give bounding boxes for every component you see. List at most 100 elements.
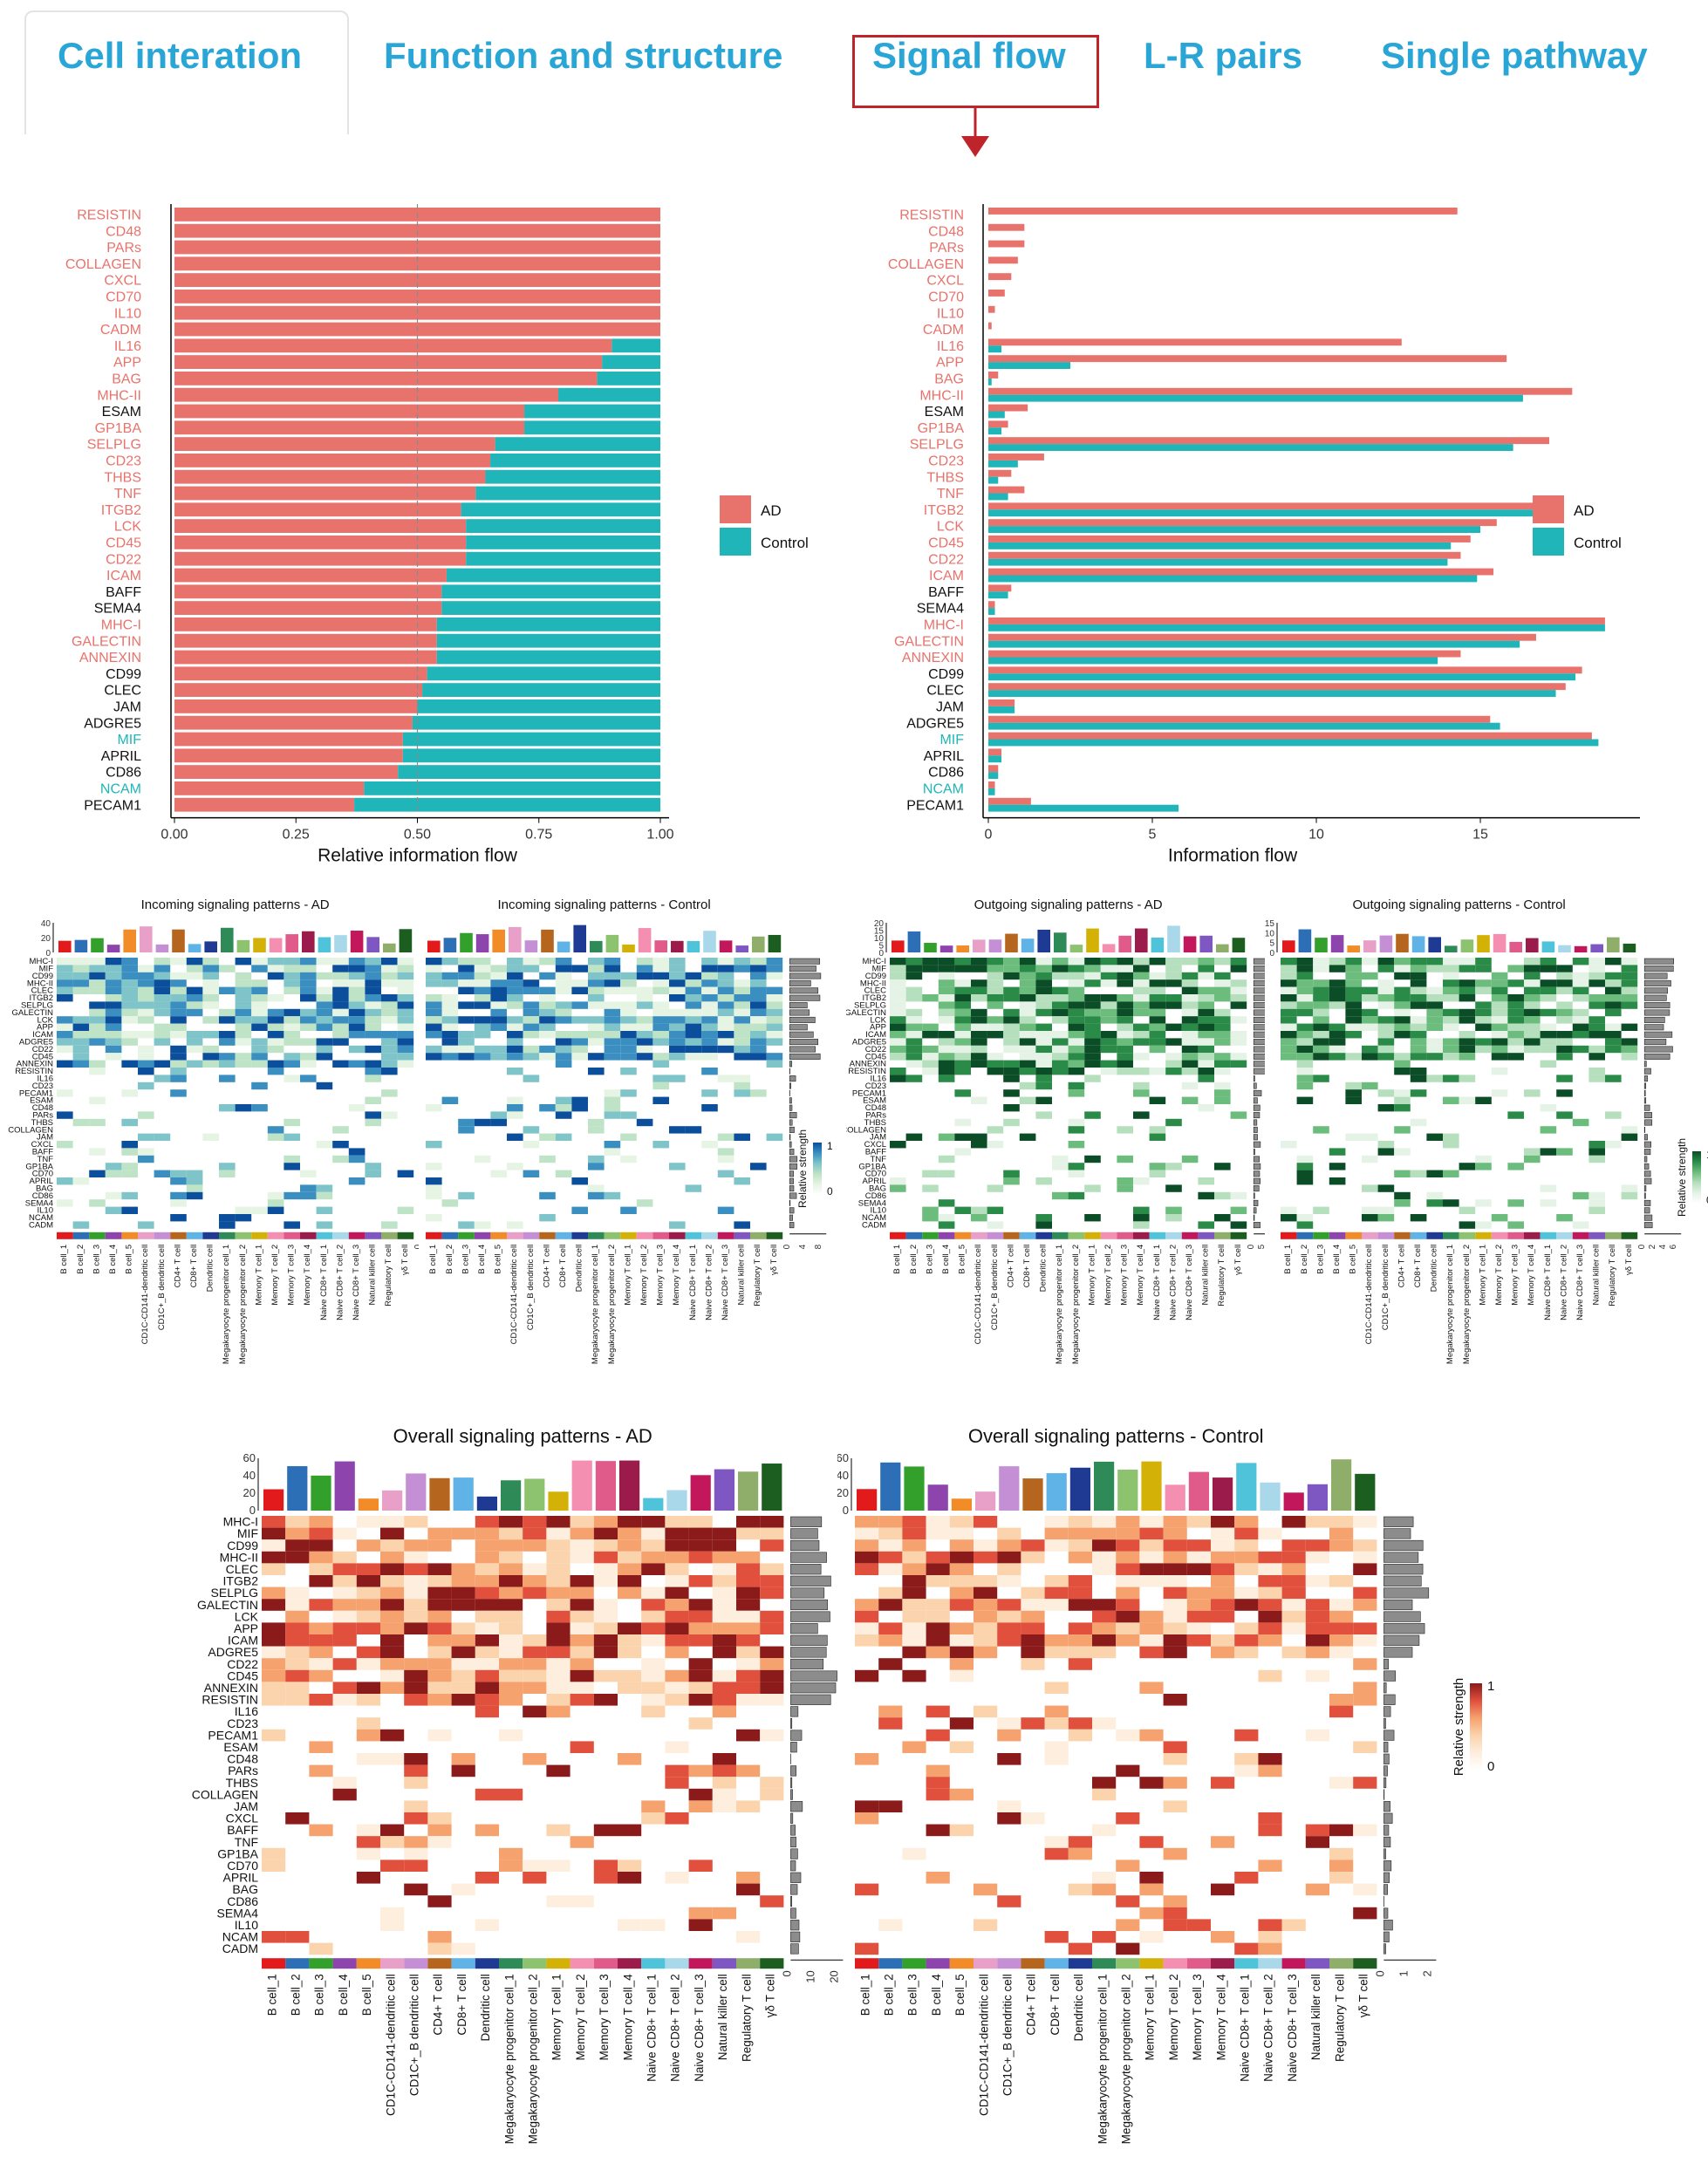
heatmap-cell bbox=[170, 979, 187, 987]
heatmap-cell bbox=[1296, 1214, 1314, 1222]
heatmap-cell bbox=[507, 994, 523, 1002]
bar-ad bbox=[174, 781, 365, 795]
heatmap-cell bbox=[665, 1539, 689, 1552]
top-tick-label: 60 bbox=[837, 1451, 849, 1464]
heatmap-cell bbox=[1329, 1053, 1346, 1061]
heatmap-cell bbox=[397, 1023, 414, 1031]
heatmap-cell bbox=[1149, 972, 1166, 980]
column-label: Megakaryocyte progenitor cell_2 bbox=[238, 1245, 248, 1364]
heatmap-cell bbox=[1296, 1221, 1314, 1229]
heatmap-cell bbox=[1003, 1016, 1020, 1024]
heatmap-cell bbox=[636, 986, 653, 994]
heatmap-cell bbox=[938, 979, 955, 987]
heatmap-cell bbox=[154, 994, 171, 1002]
row-label: CD23 bbox=[32, 1082, 53, 1091]
heatmap-cell bbox=[652, 1023, 669, 1031]
heatmap-cell bbox=[954, 958, 971, 966]
column-color-strip bbox=[1345, 1232, 1362, 1239]
column-label: Naive CD8+ T cell_2 bbox=[669, 1974, 682, 2082]
column-sum-bar bbox=[263, 1489, 284, 1511]
heatmap-cell bbox=[636, 1016, 653, 1024]
row-sum-bar bbox=[1383, 1658, 1389, 1670]
heatmap-cell bbox=[1035, 958, 1052, 966]
heatmap-cell bbox=[712, 1551, 736, 1564]
column-label: B cell_3 bbox=[906, 1974, 919, 2016]
heatmap-cell bbox=[618, 1551, 642, 1564]
heatmap-cell bbox=[1068, 1836, 1092, 1848]
column-label: Megakaryocyte progenitor cell_1 bbox=[1055, 1245, 1064, 1364]
heatmap-cell bbox=[332, 1634, 357, 1647]
heatmap-cell bbox=[1410, 1016, 1427, 1024]
row-sum-bar bbox=[1643, 1031, 1673, 1038]
column-label: Megakaryocyte progenitor cell_1 bbox=[502, 1974, 516, 2144]
bar-control bbox=[436, 633, 660, 648]
bar-ad bbox=[988, 240, 1025, 248]
bar-control bbox=[988, 722, 1500, 730]
top-tick-label: 0 bbox=[878, 949, 884, 959]
heatmap-cell bbox=[1394, 1148, 1411, 1156]
column-sum-bar bbox=[443, 938, 457, 952]
heatmap-cell bbox=[426, 1008, 442, 1017]
column-label: B cell_4 bbox=[1332, 1245, 1342, 1274]
heatmap-cell bbox=[905, 1038, 923, 1046]
column-color-strip bbox=[1410, 1232, 1427, 1239]
heatmap-cell bbox=[1019, 1031, 1036, 1039]
heatmap-cell bbox=[1296, 1163, 1314, 1170]
heatmap-cell bbox=[1281, 1023, 1297, 1031]
heatmap-cell bbox=[734, 1082, 750, 1090]
heatmap-cell bbox=[1572, 1118, 1589, 1127]
heatmap-cell bbox=[588, 1118, 605, 1127]
pathway-label: ITGB2 bbox=[101, 503, 141, 518]
tab-signal-flow[interactable]: Signal flow bbox=[872, 35, 1066, 76]
heatmap-cell bbox=[1410, 1045, 1427, 1054]
heatmap-cell bbox=[949, 1788, 974, 1801]
tab-lr-pairs[interactable]: L-R pairs bbox=[1144, 35, 1303, 76]
heatmap-cell bbox=[987, 1023, 1004, 1031]
heatmap-cell bbox=[309, 1622, 333, 1634]
heatmap-cell bbox=[1044, 1527, 1069, 1540]
column-label: Megakaryocyte progenitor cell_1 bbox=[1445, 1245, 1455, 1364]
heatmap-cell bbox=[285, 1551, 310, 1564]
heatmap-cell bbox=[138, 1068, 154, 1075]
row-sum-bar bbox=[790, 1836, 796, 1848]
bar-control bbox=[988, 394, 1523, 402]
heatmap-cell bbox=[1214, 1068, 1231, 1075]
heatmap-cell bbox=[284, 986, 300, 994]
heatmap-cell bbox=[890, 1075, 906, 1082]
heatmap-cell bbox=[1459, 1008, 1476, 1017]
heatmap-cell bbox=[1507, 1023, 1524, 1031]
heatmap-cell bbox=[1234, 1527, 1259, 1540]
heatmap-cell bbox=[688, 1788, 713, 1801]
heatmap-cell bbox=[555, 1096, 572, 1104]
heatmap-cell bbox=[1186, 1599, 1211, 1611]
heatmap-cell bbox=[1021, 1812, 1045, 1825]
row-sum-bar bbox=[1643, 1009, 1670, 1016]
heatmap-cell bbox=[604, 1008, 621, 1017]
heatmap-cell bbox=[717, 1045, 734, 1054]
heatmap-cell bbox=[523, 1575, 547, 1587]
heatmap-cell bbox=[1588, 1001, 1605, 1009]
heatmap-cell bbox=[570, 1634, 594, 1647]
heatmap-cell bbox=[57, 1141, 73, 1149]
heatmap-cell bbox=[1139, 1551, 1164, 1564]
column-label: B cell_5 bbox=[953, 1974, 967, 2016]
row-sum-bar bbox=[789, 1170, 795, 1177]
heatmap-cell bbox=[427, 1694, 452, 1706]
heatmap-cell bbox=[1003, 972, 1020, 980]
tab-cell-interaction[interactable]: Cell interation bbox=[58, 35, 303, 76]
heatmap-cell bbox=[499, 1610, 523, 1623]
heatmap-cell bbox=[1491, 1053, 1508, 1061]
column-label: Memory T cell_2 bbox=[574, 1974, 587, 2060]
column-color-strip bbox=[1186, 1958, 1211, 1969]
tab-function-and-structure[interactable]: Function and structure bbox=[384, 35, 783, 76]
heatmap-cell bbox=[356, 1610, 380, 1623]
bar-ad bbox=[174, 633, 437, 648]
heatmap-cell bbox=[365, 1016, 381, 1024]
heatmap-cell bbox=[593, 1551, 618, 1564]
tab-single-pathway[interactable]: Single pathway bbox=[1381, 35, 1648, 76]
heatmap-cell bbox=[922, 1031, 939, 1039]
pathway-label: GALECTIN bbox=[72, 634, 141, 649]
heatmap-cell bbox=[588, 972, 605, 980]
bar-ad bbox=[988, 290, 1005, 297]
column-label: CD1C+_B dendritic cell bbox=[1001, 1974, 1015, 2096]
